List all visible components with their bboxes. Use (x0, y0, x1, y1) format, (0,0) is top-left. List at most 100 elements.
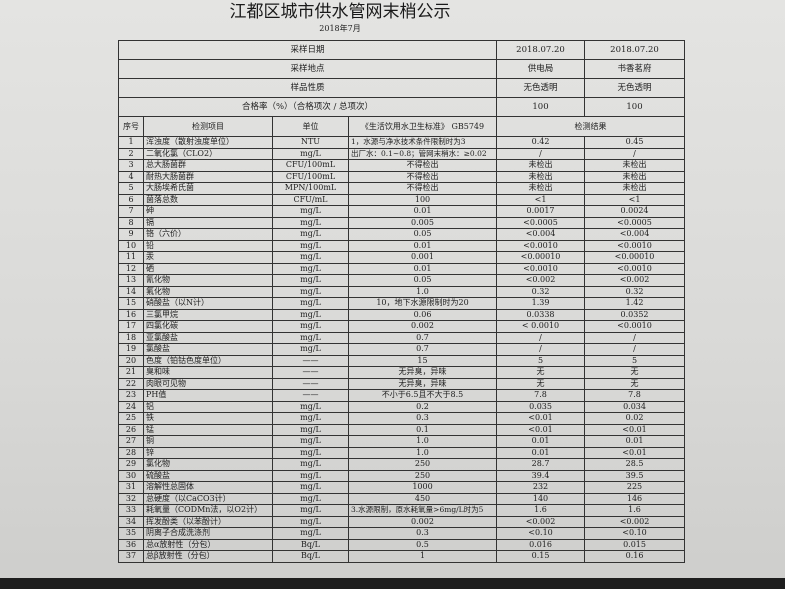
cell-standard: 0.01 (347, 205, 498, 218)
table-row: 5 大肠埃希氏菌 MPN/100mL 不得检出 未检出 未检出 (118, 182, 686, 195)
summary-row-location: 采样地点 供电局 书香茗府 (117, 59, 686, 79)
cell-result-1: <0.01 (496, 423, 586, 436)
cell-unit: mg/L (272, 285, 349, 298)
cell-result-2: 0.01 (584, 435, 686, 448)
cell-result-1: / (496, 147, 586, 160)
cell-unit: mg/L (272, 147, 349, 160)
cell-no: 28 (118, 446, 144, 459)
cell-standard: 0.005 (347, 216, 498, 229)
cell-result-1: 1.6 (496, 504, 586, 517)
cell-no: 20 (118, 354, 144, 367)
col-header-unit: 单位 (272, 116, 349, 137)
cell-result-1: / (496, 331, 586, 344)
cell-result-1: / (496, 343, 586, 356)
cell-standard: 不小于6.5且不大于8.5 (347, 389, 498, 402)
cell-no: 3 (118, 159, 144, 172)
cell-unit: mg/L (272, 400, 349, 413)
cell-no: 16 (118, 308, 144, 321)
cell-standard: 0.06 (347, 308, 498, 321)
table-row: 19 氯酸盐 mg/L 0.7// (118, 343, 686, 356)
cell-result-2: <0.002 (584, 274, 686, 287)
cell-unit: mg/L (272, 423, 349, 436)
cell-unit: mg/L (272, 435, 349, 448)
table-row: 34 挥发酚类（以苯酚计） mg/L 0.002 <0.002 <0.002 (118, 515, 686, 528)
cell-standard: 1 (347, 550, 498, 563)
cell-standard: 1.0 (347, 446, 498, 459)
cell-item: 亚氯酸盐 (143, 331, 273, 344)
cell-no: 21 (118, 366, 144, 379)
cell-unit: mg/L (272, 239, 349, 252)
cell-standard: 0.5 (347, 538, 498, 551)
cell-standard: 450 (347, 492, 498, 505)
cell-standard: 0.05 (347, 274, 498, 287)
table-row: 11 汞 mg/L 0.001 <0.00010 <0.00010 (118, 251, 686, 264)
table-row: 18 亚氯酸盐 mg/L 0.7// (118, 331, 686, 344)
cell-standard: 不得检出 (347, 182, 498, 195)
table-row: 29 氯化物 mg/L 250 28.7 28.5 (118, 458, 686, 471)
cell-result-1: 0.035 (496, 400, 586, 413)
cell-no: 17 (118, 320, 144, 333)
cell-unit: mg/L (272, 331, 349, 344)
cell-no: 6 (118, 193, 144, 206)
table-row: 23 PH值 —— 不小于6.5且不大于8.5 7.8 7.8 (118, 389, 686, 402)
cell-unit: mg/L (272, 412, 349, 425)
cell-result-2: <0.0005 (584, 216, 686, 229)
water-quality-table: 采样日期 2018.07.20 2018.07.20 采样地点 供电局 书香茗府 样品性… (117, 40, 686, 563)
cell-standard: 10，地下水源限制时为20 (347, 297, 498, 310)
cell-item: 挥发酚类（以苯酚计） (143, 515, 273, 528)
cell-no: 37 (118, 550, 144, 563)
cell-standard: 0.05 (347, 228, 498, 241)
cell-no: 34 (118, 515, 144, 528)
table-row: 7 砷 mg/L 0.01 0.0017 0.0024 (118, 205, 686, 218)
cell-item: 氯酸盐 (143, 343, 273, 356)
cell-result-2: <0.10 (584, 527, 686, 540)
table-row: 12 硒 mg/L 0.01 <0.0010 <0.0010 (118, 262, 686, 275)
cell-item: 锰 (143, 423, 273, 436)
table-row: 4 耐热大肠菌群 CFU/100mL 不得检出 未检出 未检出 (118, 170, 686, 183)
cell-standard: 0.3 (347, 527, 498, 540)
cell-result-2: 未检出 (584, 159, 686, 172)
cell-standard: 无异臭，异味 (347, 366, 498, 379)
cell-result-2: / (584, 343, 686, 356)
cell-unit: mg/L (272, 515, 349, 528)
cell-no: 32 (118, 492, 144, 505)
cell-standard: 250 (347, 458, 498, 471)
cell-standard: 1000 (347, 481, 498, 494)
cell-unit: mg/L (272, 216, 349, 229)
cell-no: 36 (118, 538, 144, 551)
cell-standard: 0.1 (347, 423, 498, 436)
cell-unit: mg/L (272, 343, 349, 356)
cell-no: 33 (118, 504, 144, 517)
document-title: 江都区城市供水管网末梢公示 (229, 2, 451, 22)
cell-result-2: 0.034 (584, 400, 686, 413)
summary-label: 合格率（%）（合格项次 / 总项次） (117, 97, 498, 117)
cell-standard: 无异臭，异味 (347, 377, 498, 390)
table-row: 27 铜 mg/L 1.0 0.01 0.01 (118, 435, 686, 448)
cell-unit: mg/L (272, 251, 349, 264)
cell-no: 31 (118, 481, 144, 494)
table-row: 16 三氯甲烷 mg/L 0.06 0.0338 0.0352 (118, 308, 686, 321)
cell-result-2: 28.5 (584, 458, 686, 471)
cell-standard: 不得检出 (347, 159, 498, 172)
table-row: 32 总硬度（以CaCO3计） mg/L 450 140 146 (118, 492, 686, 505)
table-row: 31 溶解性总固体 mg/L 1000 232 225 (118, 481, 686, 494)
cell-item: 氯化物 (143, 458, 273, 471)
cell-unit: mg/L (272, 320, 349, 333)
cell-result-1: 5 (496, 354, 586, 367)
cell-no: 27 (118, 435, 144, 448)
cell-no: 4 (118, 170, 144, 183)
cell-standard: 0.7 (347, 343, 498, 356)
cell-result-1: <0.01 (496, 412, 586, 425)
cell-result-1: 未检出 (496, 159, 586, 172)
cell-no: 19 (118, 343, 144, 356)
cell-result-2: 0.32 (584, 285, 686, 298)
cell-item: 硝酸盐（以N计） (143, 297, 273, 310)
cell-result-1: 1.39 (496, 297, 586, 310)
summary-label: 采样地点 (117, 59, 498, 79)
cell-item: 铅 (143, 239, 273, 252)
cell-unit: mg/L (272, 274, 349, 287)
table-row: 37 总β放射性（分包） Bq/L 1 0.15 0.16 (118, 550, 686, 563)
cell-item: 氟化物 (143, 285, 273, 298)
cell-unit: CFU/100mL (272, 159, 349, 172)
cell-result-2: / (584, 331, 686, 344)
